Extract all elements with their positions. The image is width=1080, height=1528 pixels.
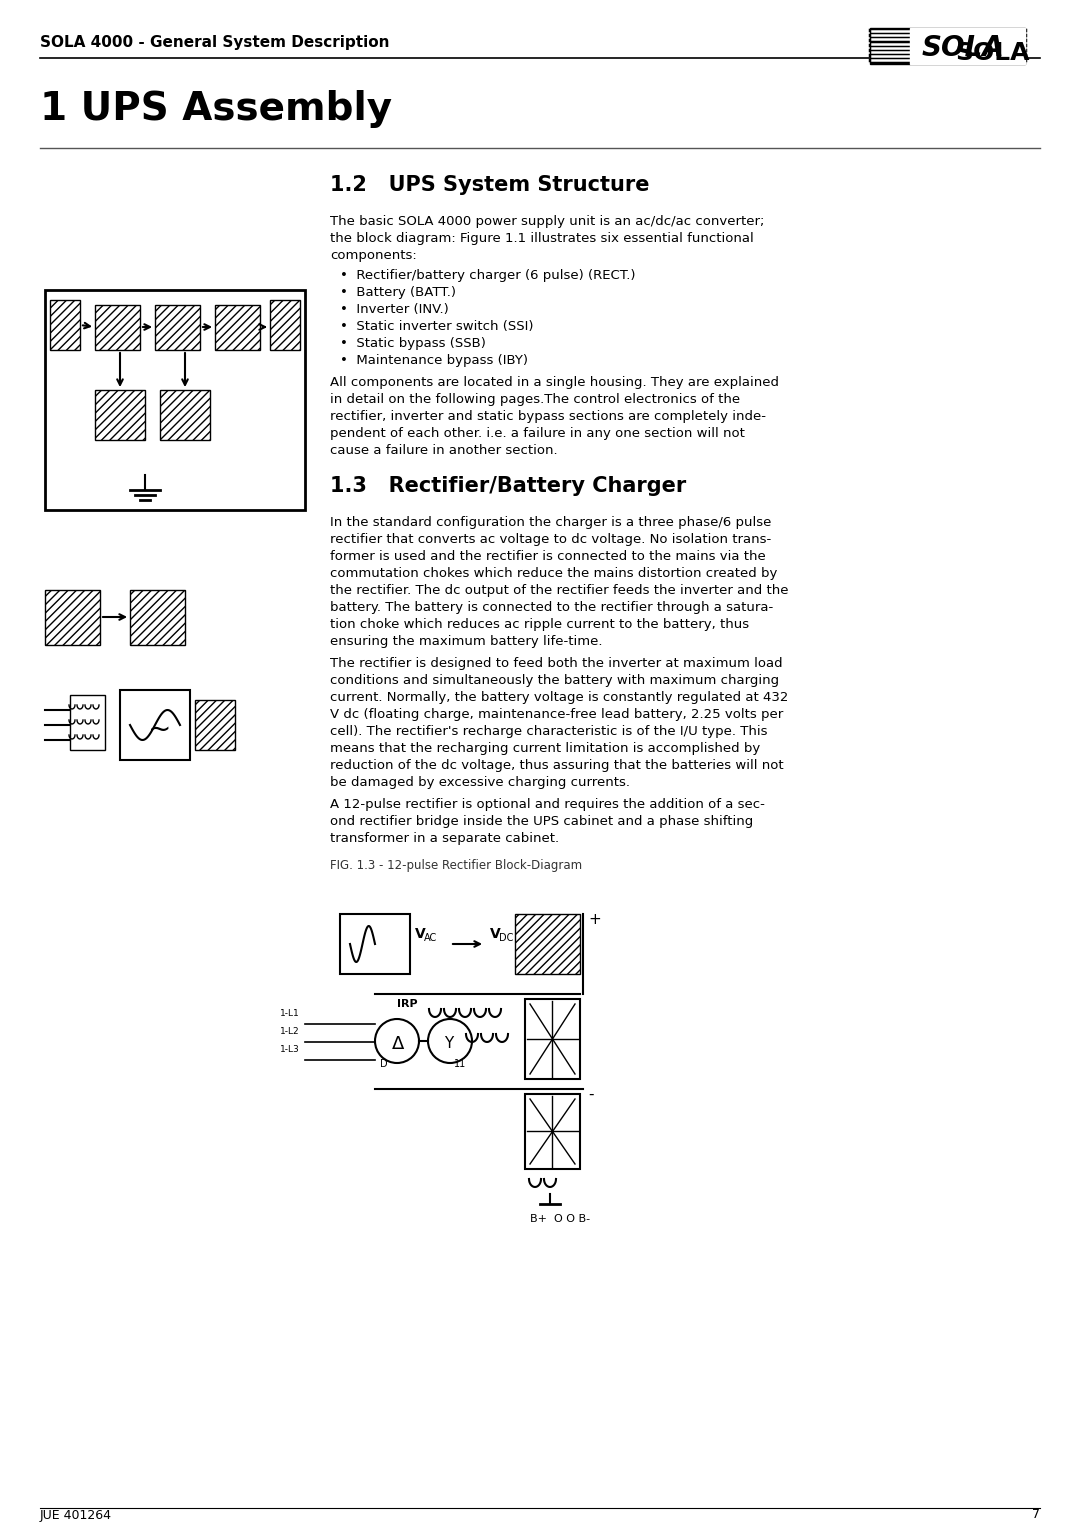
Text: JUE 401264: JUE 401264: [40, 1508, 112, 1522]
Text: components:: components:: [330, 249, 417, 261]
Text: means that the recharging current limitation is accomplished by: means that the recharging current limita…: [330, 743, 760, 755]
Bar: [525, 999, 580, 1079]
Text: be damaged by excessive charging currents.: be damaged by excessive charging current…: [330, 776, 630, 788]
Bar: [130, 590, 185, 645]
Text: +: +: [588, 912, 600, 926]
Text: 1-L2: 1-L2: [280, 1027, 299, 1036]
Text: 1 UPS Assembly: 1 UPS Assembly: [40, 90, 392, 128]
Text: SOLA: SOLA: [922, 34, 1004, 63]
Bar: [215, 306, 260, 350]
Text: pendent of each other. i.e. a failure in any one section will not: pendent of each other. i.e. a failure in…: [330, 426, 745, 440]
Text: Y: Y: [444, 1036, 454, 1051]
Text: rectifier that converts ac voltage to dc voltage. No isolation trans-: rectifier that converts ac voltage to dc…: [330, 533, 771, 545]
Text: cell). The rectifier's recharge characteristic is of the I/U type. This: cell). The rectifier's recharge characte…: [330, 724, 768, 738]
Text: 1.3   Rectifier/Battery Charger: 1.3 Rectifier/Battery Charger: [330, 477, 686, 497]
Text: IRP: IRP: [397, 999, 418, 1008]
Bar: [910, 28, 1025, 64]
Text: B+  O O B-: B+ O O B-: [530, 1215, 590, 1224]
Bar: [340, 914, 410, 973]
Text: battery. The battery is connected to the rectifier through a satura-: battery. The battery is connected to the…: [330, 601, 773, 614]
Bar: [45, 290, 305, 510]
Text: 1-L3: 1-L3: [280, 1045, 300, 1054]
Text: cause a failure in another section.: cause a failure in another section.: [330, 445, 557, 457]
Bar: [920, 31, 1023, 63]
Text: ensuring the maximum battery life-time.: ensuring the maximum battery life-time.: [330, 636, 603, 648]
Text: 7: 7: [1032, 1508, 1040, 1522]
Text: SOLA: SOLA: [955, 41, 1029, 66]
Text: V dc (floating charge, maintenance-free lead battery, 2.25 volts per: V dc (floating charge, maintenance-free …: [330, 707, 783, 721]
Text: the block diagram: Figure 1.1 illustrates six essential functional: the block diagram: Figure 1.1 illustrate…: [330, 232, 754, 244]
Text: ond rectifier bridge inside the UPS cabinet and a phase shifting: ond rectifier bridge inside the UPS cabi…: [330, 814, 753, 828]
Text: tion choke which reduces ac ripple current to the battery, thus: tion choke which reduces ac ripple curre…: [330, 617, 750, 631]
Text: •  Static inverter switch (SSI): • Static inverter switch (SSI): [340, 319, 534, 333]
Text: D: D: [380, 1059, 388, 1070]
Text: V: V: [490, 927, 501, 941]
Bar: [525, 1094, 580, 1169]
Bar: [870, 28, 1025, 64]
Text: commutation chokes which reduce the mains distortion created by: commutation chokes which reduce the main…: [330, 567, 778, 581]
Text: SOLA 4000 - General System Description: SOLA 4000 - General System Description: [40, 35, 390, 49]
Text: reduction of the dc voltage, thus assuring that the batteries will not: reduction of the dc voltage, thus assuri…: [330, 759, 784, 772]
Bar: [515, 914, 580, 973]
Text: rectifier, inverter and static bypass sections are completely inde-: rectifier, inverter and static bypass se…: [330, 410, 766, 423]
Text: •  Rectifier/battery charger (6 pulse) (RECT.): • Rectifier/battery charger (6 pulse) (R…: [340, 269, 635, 283]
Text: In the standard configuration the charger is a three phase/6 pulse: In the standard configuration the charge…: [330, 516, 771, 529]
Text: •  Inverter (INV.): • Inverter (INV.): [340, 303, 449, 316]
Bar: [270, 299, 300, 350]
Text: 11: 11: [454, 1059, 467, 1070]
Text: The basic SOLA 4000 power supply unit is an ac/dc/ac converter;: The basic SOLA 4000 power supply unit is…: [330, 215, 765, 228]
Text: 1.2   UPS System Structure: 1.2 UPS System Structure: [330, 176, 649, 196]
Text: AC: AC: [424, 934, 437, 943]
Text: -: -: [588, 1086, 594, 1102]
Bar: [195, 700, 235, 750]
Text: in detail on the following pages.The control electronics of the: in detail on the following pages.The con…: [330, 393, 740, 406]
Text: The rectifier is designed to feed both the inverter at maximum load: The rectifier is designed to feed both t…: [330, 657, 783, 669]
Text: FIG. 1.3 - 12-pulse Rectifier Block-Diagram: FIG. 1.3 - 12-pulse Rectifier Block-Diag…: [330, 859, 582, 872]
Bar: [70, 695, 105, 750]
Text: 1-L1: 1-L1: [280, 1010, 300, 1019]
Text: former is used and the rectifier is connected to the mains via the: former is used and the rectifier is conn…: [330, 550, 766, 562]
Bar: [120, 691, 190, 759]
Bar: [95, 306, 140, 350]
Text: current. Normally, the battery voltage is constantly regulated at 432: current. Normally, the battery voltage i…: [330, 691, 788, 704]
Text: DC: DC: [499, 934, 513, 943]
Text: A 12-pulse rectifier is optional and requires the addition of a sec-: A 12-pulse rectifier is optional and req…: [330, 798, 765, 811]
Text: conditions and simultaneously the battery with maximum charging: conditions and simultaneously the batter…: [330, 674, 779, 688]
Bar: [160, 390, 210, 440]
Text: •  Battery (BATT.): • Battery (BATT.): [340, 286, 456, 299]
Text: Δ: Δ: [392, 1034, 404, 1053]
Bar: [50, 299, 80, 350]
Bar: [45, 590, 100, 645]
Text: transformer in a separate cabinet.: transformer in a separate cabinet.: [330, 833, 559, 845]
Text: V: V: [415, 927, 426, 941]
Text: All components are located in a single housing. They are explained: All components are located in a single h…: [330, 376, 779, 390]
Bar: [156, 306, 200, 350]
Text: •  Maintenance bypass (IBY): • Maintenance bypass (IBY): [340, 354, 528, 367]
Bar: [95, 390, 145, 440]
Text: •  Static bypass (SSB): • Static bypass (SSB): [340, 338, 486, 350]
Text: ~: ~: [148, 717, 172, 744]
Text: the rectifier. The dc output of the rectifier feeds the inverter and the: the rectifier. The dc output of the rect…: [330, 584, 788, 597]
